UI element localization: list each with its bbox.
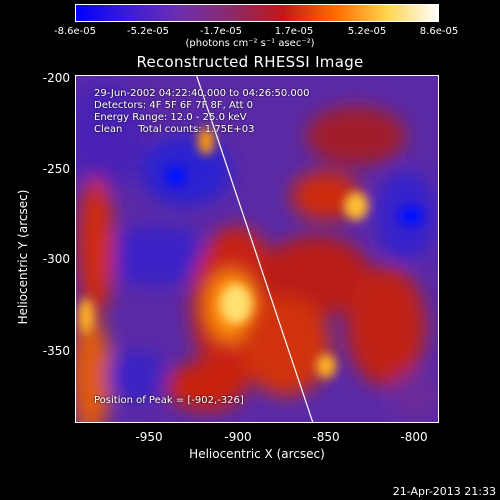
info-detectors: Detectors: 4F 5F 6F 7F 8F, Att 0 — [94, 100, 254, 111]
image-plot[interactable]: 29-Jun-2002 04:22:40.000 to 04:26:50.000… — [75, 75, 439, 423]
colorbar-tick: 8.6e-05 — [419, 26, 459, 37]
colorbar-tick: 5.2e-05 — [347, 26, 387, 37]
x-tick: -950 — [135, 430, 163, 444]
x-tick: -850 — [312, 430, 340, 444]
image-canvas — [76, 76, 438, 422]
y-tick: -350 — [42, 344, 70, 358]
plot-title: Reconstructed RHESSI Image — [136, 53, 364, 71]
x-tick: -900 — [224, 430, 252, 444]
timestamp: 21-Apr-2013 21:33 — [392, 485, 496, 498]
solar-limb-line — [196, 76, 314, 422]
colorbar — [75, 4, 439, 22]
x-axis-label: Heliocentric X (arcsec) — [189, 447, 325, 461]
colorbar-tick: -8.6e-05 — [54, 26, 96, 37]
info-clean: Clean Total counts: 1.75E+03 — [94, 124, 255, 135]
y-tick: -250 — [42, 162, 70, 176]
y-axis-label: Heliocentric Y (arcsec) — [16, 189, 30, 325]
x-tick: -800 — [400, 430, 428, 444]
info-time: 29-Jun-2002 04:22:40.000 to 04:26:50.000 — [94, 88, 310, 99]
peak-position: Position of Peak = [-902,-326] — [94, 395, 244, 406]
colorbar-units: (photons cm⁻² s⁻¹ asec⁻²) — [185, 38, 315, 49]
colorbar-tick: -1.7e-05 — [200, 26, 242, 37]
colorbar-tick: 1.7e-05 — [274, 26, 314, 37]
colorbar-tick: -5.2e-05 — [127, 26, 169, 37]
y-tick: -300 — [42, 252, 70, 266]
y-tick: -200 — [42, 71, 70, 85]
info-energy: Energy Range: 12.0 - 25.0 keV — [94, 112, 247, 123]
